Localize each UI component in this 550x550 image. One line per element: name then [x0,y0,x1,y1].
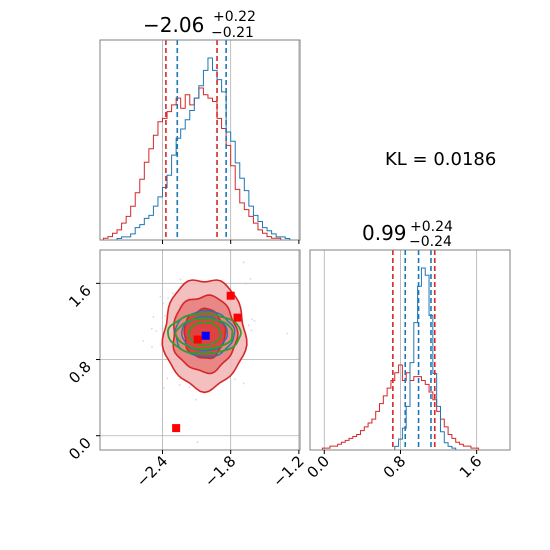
right-panel-frame [309,249,511,451]
joint-panel-frame [99,249,301,451]
scatter-point [164,314,166,317]
title-param-y: 0.99 +0.24 −0.24 [362,219,453,250]
hist-x-red [102,87,299,241]
bottom-right-panel [309,249,511,454]
scatter-point [178,384,181,386]
scatter-point [171,292,174,295]
right-tick-label-1: 0.8 [380,452,410,482]
title-y-minus: −0.24 [409,234,452,250]
scatter-point [245,282,247,285]
scatter-point [253,320,256,322]
title-x-plus: +0.22 [213,9,256,25]
scatter-point [155,330,158,332]
x-tick-label-1: −1.8 [201,452,239,490]
right-tick-label-2: 1.6 [456,452,486,482]
y-tick-label-0: 0.0 [65,434,95,464]
scatter-point [234,378,236,381]
marker-red-2 [226,291,235,300]
tick-labels: −2.4 −1.8 −1.20.00.81.60.0 0.8 1.6 [65,281,485,490]
contour-blue-1 [181,315,228,352]
x-tick-label-2: −1.2 [269,452,307,490]
contour-green-0 [166,312,242,355]
scatter-point [250,318,253,321]
hist-y-red [321,364,506,451]
marker-red-3 [233,313,242,322]
scatter-point [150,327,153,330]
title-param-x: −2.06 +0.22 −0.21 [143,9,256,41]
top-left-panel [99,39,301,244]
hist-x-blue [103,57,299,241]
marker-blue-4 [201,331,210,340]
scatter-point [249,277,252,280]
scatter-point [152,316,155,318]
marker-red-1 [193,335,202,344]
title-x-minus: −0.21 [211,25,254,41]
scatter-point [179,278,182,281]
y-tick-label-1: 0.8 [65,358,95,388]
scatter-point [167,297,170,300]
hist-y-blue [322,267,506,451]
scatter-point [286,332,289,335]
scatter-point [179,378,181,380]
title-y-plus: +0.24 [410,219,453,235]
scatter-point [162,302,165,305]
scatter-point [242,382,245,385]
scatter-point [250,329,253,332]
scatter-point [188,385,191,388]
kl-label: KL = 0.0186 [385,149,496,170]
y-tick-label-2: 1.6 [65,281,95,311]
scatter-point [166,377,169,380]
marker-red-0 [172,424,181,433]
x-tick-label-0: −2.4 [133,452,171,490]
contour-green-2 [187,321,222,347]
scatter-point [159,295,162,298]
scatter-point [242,261,245,264]
title-y-median: 0.99 [362,221,407,245]
top-panel-frame [99,39,301,241]
bottom-left-panel [96,249,301,454]
scatter-point [196,441,199,444]
scatter-point [151,346,153,348]
scatter-point [195,398,197,401]
scatter-point [162,386,165,389]
contour-green-1 [174,317,234,350]
title-x-median: −2.06 [143,13,204,37]
scatter-point [247,324,250,327]
scatter-point [161,327,164,330]
scatter-point [142,340,145,342]
right-tick-label-0: 0.0 [304,452,334,482]
